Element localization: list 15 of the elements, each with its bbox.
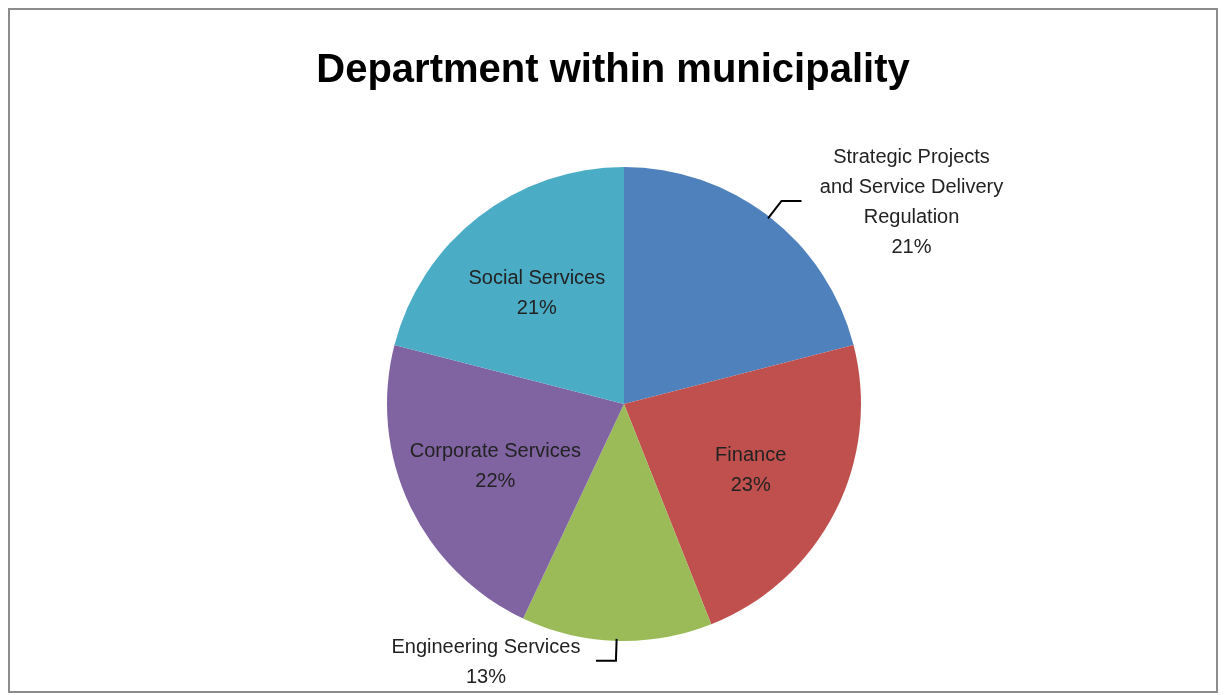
slice-label: Strategic Projects and Service Delivery Regulation — [819, 144, 1004, 227]
pie-slice — [624, 345, 861, 625]
pie-slice — [624, 167, 854, 404]
pie-slice — [394, 167, 624, 404]
slice-label: Corporate Services — [409, 438, 581, 461]
pie-slice — [387, 345, 624, 619]
data-label: 22% — [475, 468, 516, 491]
data-label: 21% — [516, 295, 558, 318]
slice-label: Engineering Services — [391, 634, 581, 657]
data-label: 13% — [465, 664, 507, 687]
chart-title: Department within municipality — [315, 46, 911, 91]
slice-label: Finance — [715, 442, 787, 465]
data-label: 21% — [891, 234, 932, 257]
slice-label: Social Services — [468, 265, 606, 288]
data-label: 23% — [730, 472, 771, 495]
